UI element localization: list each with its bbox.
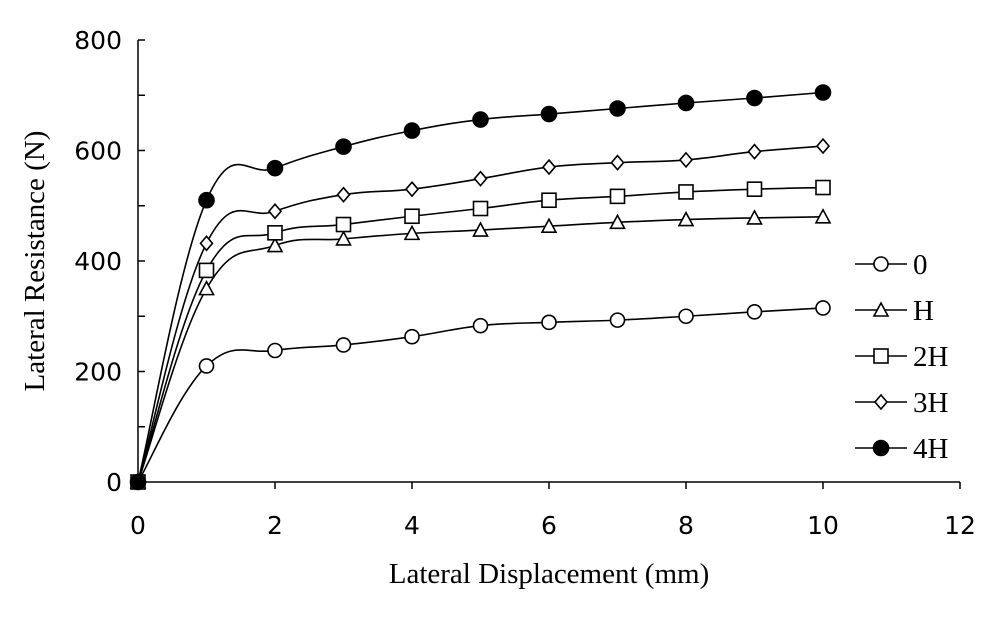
data-point-H (472, 221, 489, 237)
x-tick-label: 12 (944, 511, 976, 540)
x-tick-label: 0 (130, 511, 146, 540)
y-axis-title: Lateral Resistance (N) (19, 131, 51, 392)
data-point-3H (267, 203, 283, 220)
data-point-3H (404, 180, 420, 198)
x-ticks: 0 2 4 6 8 10 12 (130, 482, 976, 540)
data-point-H (266, 236, 284, 253)
data-point-4H (609, 100, 626, 117)
legend-marker-0 (873, 256, 889, 272)
legend-label-4H: 4H (913, 433, 949, 465)
data-point-3H (473, 170, 488, 187)
legend-marker-4H (872, 439, 890, 457)
x-tick-label: 10 (807, 511, 839, 540)
x-tick-label: 8 (678, 511, 694, 540)
legend-label-3H: 3H (913, 387, 949, 419)
legend-label-2H: 2H (913, 341, 949, 373)
legend-marker-H (872, 301, 890, 317)
data-point-2H (198, 262, 215, 279)
data-point-0 (815, 300, 831, 316)
data-point-4H (677, 94, 695, 112)
data-point-2H (335, 216, 352, 233)
legend-label-0: 0 (913, 249, 928, 281)
data-point-H (335, 230, 352, 246)
data-point-3H (747, 143, 762, 160)
y-tick-label: 0 (106, 468, 122, 497)
data-point-3H (336, 186, 351, 203)
data-point-H (814, 208, 832, 224)
data-point-4H (335, 138, 352, 155)
y-tick-label: 600 (74, 137, 122, 166)
data-point-2H (472, 200, 489, 217)
data-point-0 (746, 304, 763, 320)
data-point-2H (541, 192, 557, 209)
x-axis-title: Lateral Displacement (mm) (389, 558, 709, 590)
data-point-H (677, 210, 695, 227)
data-point-4H (540, 105, 558, 123)
data-point-4H (746, 89, 763, 107)
data-point-3H (610, 154, 625, 171)
y-tick-label: 200 (74, 358, 122, 387)
data-point-2H (609, 188, 626, 205)
data-point-0 (335, 337, 352, 353)
data-point-3H (815, 137, 831, 155)
series-line-0 (137, 307, 824, 483)
data-point-4H (472, 111, 489, 128)
legend-marker-3H (873, 393, 889, 411)
data-point-0 (267, 342, 283, 359)
data-point-4H (266, 159, 284, 177)
data-point-3H (678, 151, 694, 169)
data-point-4H (129, 473, 147, 491)
data-point-2H (746, 181, 763, 197)
data-point-H (198, 279, 215, 296)
series-lines (137, 91, 824, 483)
axes: 0 200 400 600 800 0 2 4 6 8 10 12 (74, 26, 976, 540)
legend-label-H: H (913, 295, 934, 327)
data-point-H (746, 209, 763, 225)
data-point-0 (609, 312, 626, 328)
x-tick-label: 2 (267, 511, 283, 540)
x-tick-label: 4 (404, 511, 420, 540)
data-point-3H (199, 235, 214, 252)
data-point-3H (541, 158, 557, 176)
data-point-2H (404, 208, 420, 225)
data-point-H (403, 224, 421, 241)
data-point-2H (678, 184, 694, 200)
series-line-4H (137, 91, 824, 483)
series-line-2H (137, 186, 824, 483)
data-point-0 (404, 328, 420, 345)
data-point-0 (198, 358, 215, 374)
data-point-H (540, 217, 558, 233)
legend-marker-2H (873, 348, 889, 364)
data-point-0 (541, 314, 557, 331)
legend: 0 H 2H 3H 4H (855, 249, 949, 465)
y-tick-label: 800 (74, 26, 122, 55)
data-point-0 (678, 308, 694, 325)
y-tick-label: 400 (74, 247, 122, 276)
data-point-4H (403, 122, 421, 139)
series-line-H (137, 216, 824, 483)
data-point-4H (198, 191, 215, 209)
data-point-2H (267, 225, 283, 241)
data-point-H (609, 213, 626, 230)
series-markers (129, 84, 832, 491)
x-tick-label: 6 (541, 511, 557, 540)
data-point-0 (472, 317, 489, 334)
data-point-4H (814, 84, 832, 101)
series-line-3H (137, 145, 824, 483)
y-ticks: 0 200 400 600 800 (74, 26, 145, 497)
data-point-2H (815, 179, 831, 196)
